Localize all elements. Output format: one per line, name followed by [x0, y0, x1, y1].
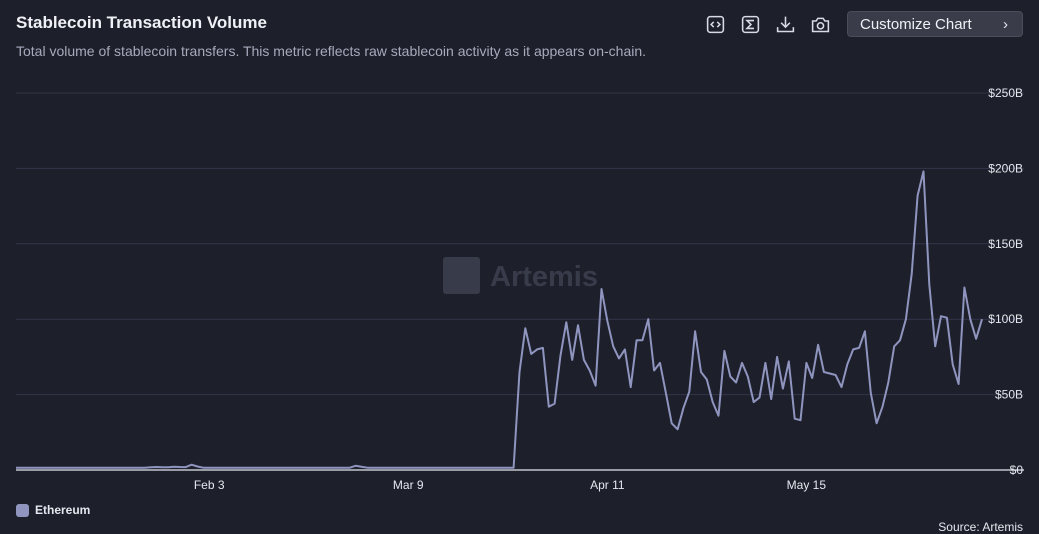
sigma-icon[interactable] [737, 11, 763, 37]
y-axis: $0 $50B $100B $150B $200B $250B [988, 86, 1023, 477]
watermark: Artemis [443, 257, 598, 294]
chart-subtitle: Total volume of stablecoin transfers. Th… [16, 43, 647, 59]
watermark-logo [443, 257, 480, 294]
legend-swatch [16, 503, 29, 517]
y-tick-label: $150B [988, 237, 1023, 251]
y-tick-label: $250B [988, 86, 1023, 100]
customize-chart-label: Customize Chart [860, 15, 972, 33]
chart-area: Artemis $0 $50B $100B $150B $200B $250B Feb 3… [16, 86, 1024, 492]
download-icon[interactable] [772, 11, 798, 37]
camera-icon[interactable] [807, 11, 833, 37]
chevron-right-icon: › [1003, 15, 1008, 33]
embed-icon[interactable] [702, 11, 728, 37]
series-line-ethereum [16, 170, 983, 469]
x-axis: Feb 3 Mar 9 Apr 11 May 15 [194, 478, 827, 492]
series-ethereum [16, 170, 983, 469]
customize-chart-button[interactable]: Customize Chart › [847, 11, 1023, 37]
legend-label: Ethereum [35, 503, 91, 517]
source-note: Source: Artemis [938, 520, 1023, 534]
y-tick-label: $0 [1010, 463, 1024, 477]
y-tick-label: $200B [988, 161, 1023, 175]
x-tick-label: Mar 9 [393, 478, 424, 492]
watermark-text: Artemis [490, 261, 598, 293]
x-tick-label: Apr 11 [590, 478, 625, 492]
chart-toolbar [702, 11, 842, 37]
grid-lines [16, 92, 1024, 471]
x-tick-label: May 15 [787, 478, 827, 492]
legend: Ethereum [16, 503, 90, 517]
x-tick-label: Feb 3 [194, 478, 225, 492]
chart-title: Stablecoin Transaction Volume [16, 13, 267, 32]
y-tick-label: $100B [988, 312, 1023, 326]
y-tick-label: $50B [995, 388, 1023, 402]
